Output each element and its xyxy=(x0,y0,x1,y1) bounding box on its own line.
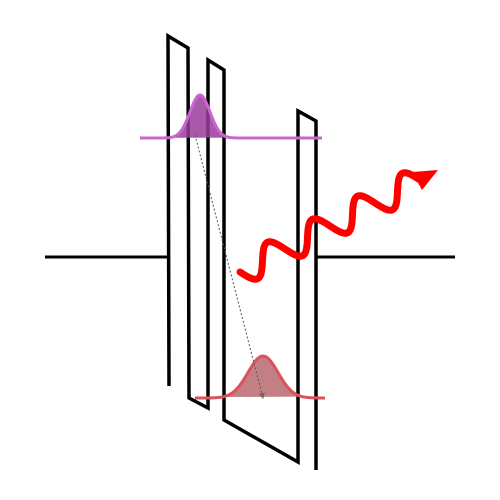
lower-wavefunction-fill xyxy=(222,356,302,397)
lower-wavefunction xyxy=(195,354,325,400)
barrier-outline xyxy=(166,32,318,470)
photon-arrowhead xyxy=(412,170,438,190)
photon-wave xyxy=(236,169,424,283)
transition-arrow xyxy=(194,134,265,399)
upper-wavefunction xyxy=(140,93,322,140)
